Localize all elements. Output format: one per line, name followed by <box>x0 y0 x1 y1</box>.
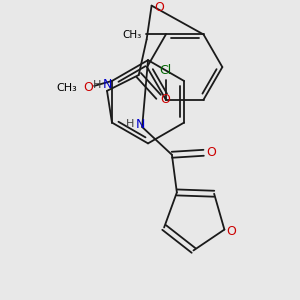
Text: N: N <box>136 118 145 130</box>
Text: N: N <box>102 78 112 92</box>
Text: O: O <box>207 146 217 159</box>
Text: H: H <box>126 119 134 129</box>
Text: H: H <box>93 80 101 90</box>
Text: CH₃: CH₃ <box>56 83 77 93</box>
Text: Cl: Cl <box>160 64 172 77</box>
Text: O: O <box>160 93 170 106</box>
Text: O: O <box>83 81 93 94</box>
Text: O: O <box>226 225 236 238</box>
Text: O: O <box>154 1 164 14</box>
Text: CH₃: CH₃ <box>122 30 142 40</box>
